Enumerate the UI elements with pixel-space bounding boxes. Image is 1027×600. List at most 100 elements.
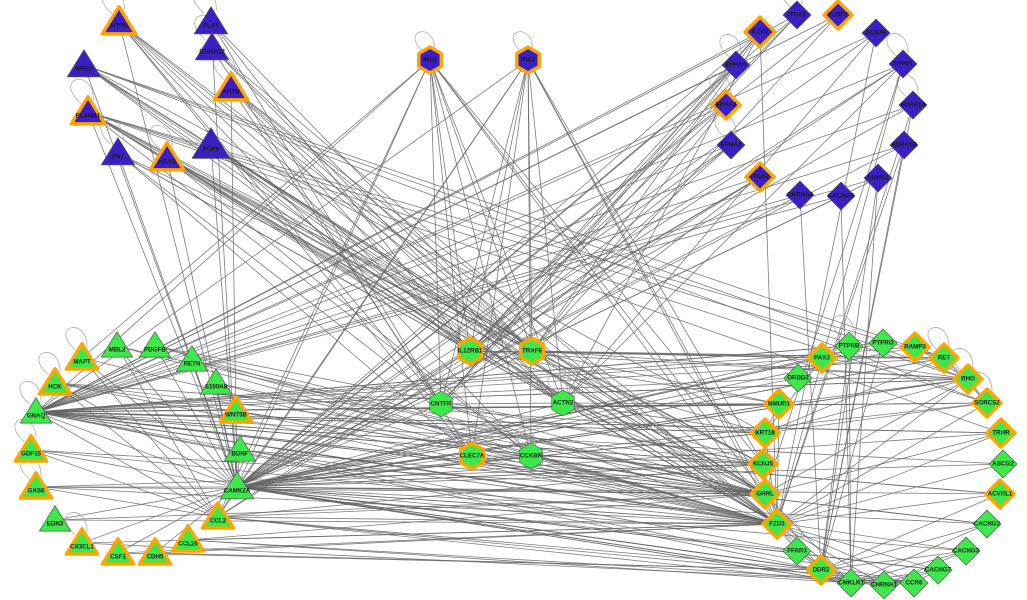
self-loop-edge	[38, 352, 61, 376]
self-loop-edge	[456, 427, 478, 449]
graph-node[interactable]	[749, 478, 781, 510]
graph-node[interactable]	[761, 508, 793, 540]
graph-node[interactable]	[806, 342, 838, 374]
graph-node[interactable]	[971, 387, 1003, 419]
graph-node[interactable]	[191, 127, 231, 159]
graph-node[interactable]	[457, 336, 483, 366]
edge	[191, 359, 766, 495]
edge	[217, 516, 852, 584]
graph-node[interactable]	[898, 90, 928, 120]
edge	[759, 31, 778, 525]
graph-node[interactable]	[38, 505, 72, 532]
edge	[850, 523, 988, 584]
graph-node[interactable]	[100, 537, 136, 566]
graph-node[interactable]	[783, 363, 813, 393]
graph-node[interactable]	[459, 441, 485, 471]
graph-node[interactable]	[515, 45, 541, 75]
graph-node[interactable]	[822, 0, 854, 31]
graph-node[interactable]	[100, 4, 138, 36]
edge	[236, 104, 727, 488]
graph-node[interactable]	[805, 554, 837, 586]
graph-node[interactable]	[417, 45, 443, 75]
graph-node[interactable]	[869, 570, 899, 600]
graph-node[interactable]	[749, 417, 781, 449]
self-loop-edge	[951, 348, 974, 372]
graph-node[interactable]	[519, 336, 545, 366]
graph-node[interactable]	[218, 395, 254, 424]
graph-node[interactable]	[69, 94, 107, 126]
graph-node[interactable]	[716, 130, 746, 160]
graph-node[interactable]	[219, 471, 255, 500]
graph-node[interactable]	[19, 397, 53, 424]
graph-node[interactable]	[37, 367, 73, 396]
graph-node[interactable]	[763, 388, 795, 420]
edge	[531, 176, 761, 352]
graph-node[interactable]	[889, 130, 919, 160]
graph-node[interactable]	[951, 536, 981, 566]
graph-node[interactable]	[721, 50, 751, 80]
graph-node[interactable]	[66, 49, 102, 78]
graph-node[interactable]	[18, 471, 54, 500]
graph-node[interactable]	[551, 389, 575, 417]
edge	[883, 550, 967, 586]
graph-node[interactable]	[193, 6, 229, 35]
self-loop-edge	[709, 74, 732, 98]
graph-node[interactable]	[834, 331, 864, 361]
graph-node[interactable]	[100, 137, 136, 166]
edge	[30, 449, 219, 518]
graph-node[interactable]	[100, 331, 134, 358]
graph-node[interactable]	[899, 568, 929, 598]
graph-node[interactable]	[928, 342, 960, 374]
graph-node[interactable]	[747, 448, 779, 480]
graph-node[interactable]	[984, 478, 1016, 510]
graph-node[interactable]	[64, 342, 100, 371]
graph-node[interactable]	[194, 32, 230, 61]
graph-node[interactable]	[782, 0, 812, 30]
graph-node[interactable]	[429, 390, 453, 418]
graph-node[interactable]	[710, 89, 742, 121]
edge	[35, 411, 798, 552]
graph-node[interactable]	[137, 537, 173, 566]
graph-node[interactable]	[170, 524, 206, 553]
edge	[239, 449, 778, 525]
graph-node[interactable]	[199, 368, 233, 395]
graph-node[interactable]	[519, 442, 543, 470]
edge	[236, 357, 945, 488]
edge	[236, 350, 533, 488]
graph-node[interactable]	[212, 70, 250, 102]
graph-node[interactable]	[826, 181, 856, 211]
graph-node[interactable]	[175, 345, 209, 372]
edge	[764, 63, 904, 495]
graph-node[interactable]	[952, 363, 984, 395]
node-layer[interactable]	[13, 0, 1018, 600]
graph-node[interactable]	[863, 163, 893, 193]
edge	[166, 157, 764, 465]
graph-node[interactable]	[972, 509, 1002, 539]
graph-node[interactable]	[743, 15, 777, 49]
graph-node[interactable]	[868, 328, 898, 358]
graph-node[interactable]	[744, 161, 776, 193]
graph-node[interactable]	[836, 568, 866, 598]
edge	[87, 111, 945, 359]
edge	[215, 382, 766, 495]
graph-node[interactable]	[899, 331, 931, 363]
graph-node[interactable]	[782, 536, 812, 566]
graph-node[interactable]	[985, 417, 1017, 449]
graph-node[interactable]	[861, 18, 891, 48]
graph-node[interactable]	[148, 140, 186, 172]
edge	[211, 47, 564, 404]
edge	[87, 111, 764, 465]
graph-node[interactable]	[138, 331, 172, 358]
edge	[116, 345, 778, 525]
graph-node[interactable]	[223, 435, 257, 462]
graph-node[interactable]	[64, 527, 100, 556]
graph-node[interactable]	[200, 501, 236, 530]
graph-node[interactable]	[923, 555, 953, 585]
graph-node[interactable]	[13, 434, 49, 463]
graph-node[interactable]	[785, 180, 815, 210]
edge	[235, 410, 766, 495]
graph-node[interactable]	[888, 49, 918, 79]
graph-node[interactable]	[988, 449, 1018, 479]
